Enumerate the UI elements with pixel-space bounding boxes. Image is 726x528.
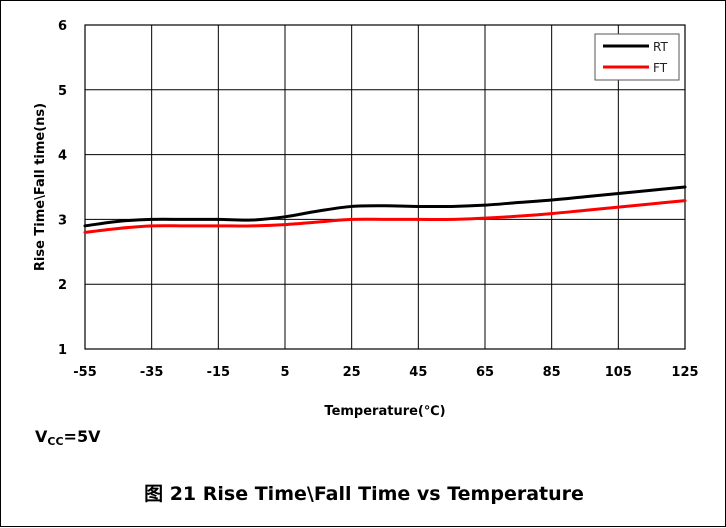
y-tick-labels: 1 2 3 4 5 6 — [58, 19, 67, 358]
x-tick-label: -35 — [140, 365, 164, 380]
x-tick-label: 25 — [343, 365, 361, 380]
y-tick-label: 1 — [58, 343, 67, 358]
y-tick-label: 4 — [58, 149, 67, 164]
y-tick-label: 5 — [58, 84, 67, 99]
x-tick-label: -15 — [207, 365, 231, 380]
y-tick-label: 3 — [58, 213, 67, 228]
legend-box — [594, 33, 680, 81]
note-subscript: CC — [47, 435, 64, 448]
x-tick-labels: -55 -35 -15 5 25 45 65 85 105 125 — [73, 365, 698, 380]
x-axis-title: Temperature(℃) — [324, 404, 445, 419]
figure-caption: 图 21 Rise Time\Fall Time vs Temperature — [144, 483, 584, 505]
x-tick-label: -55 — [73, 365, 97, 380]
y-axis-title: Rise Time\Fall time(ns) — [33, 103, 48, 271]
legend-label-ft: FT — [653, 61, 668, 75]
plot-area — [85, 25, 685, 349]
x-tick-label: 125 — [671, 365, 698, 380]
x-tick-label: 105 — [605, 365, 632, 380]
series-line-rt — [83, 185, 687, 228]
x-tick-label: 85 — [543, 365, 561, 380]
x-tick-label: 5 — [280, 365, 289, 380]
legend-label-rt: RT — [653, 40, 668, 54]
x-tick-label: 65 — [476, 365, 494, 380]
note-prefix: V — [35, 427, 48, 446]
note-suffix: =5V — [63, 427, 101, 446]
series-line-ft — [83, 199, 687, 234]
series-lines — [83, 185, 687, 234]
y-tick-label: 2 — [58, 278, 67, 293]
x-tick-label: 45 — [409, 365, 427, 380]
legend: RT FT — [594, 33, 680, 81]
condition-note: VCC=5V — [35, 427, 100, 448]
y-tick-label: 6 — [58, 19, 67, 34]
